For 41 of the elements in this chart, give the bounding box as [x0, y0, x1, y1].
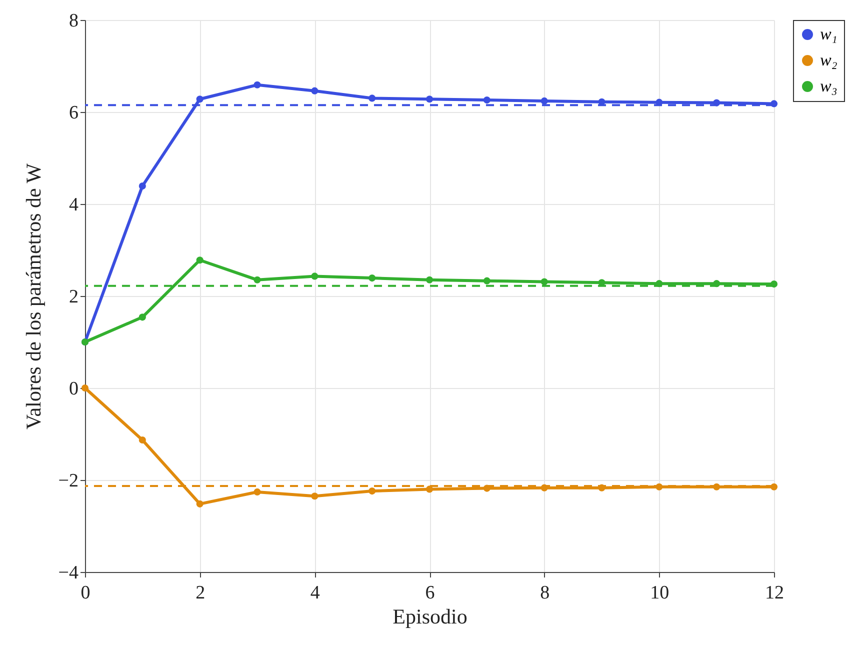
y-tick-label: −2 [58, 470, 78, 492]
y-axis-title: Valores de los parámetros de W [21, 163, 46, 430]
point [368, 94, 376, 102]
point [311, 492, 318, 500]
point [483, 277, 490, 284]
x-tick-label: 4 [310, 582, 320, 604]
x-tick-label: 8 [540, 582, 550, 604]
point [196, 256, 204, 264]
point [311, 272, 318, 280]
point [540, 278, 548, 286]
point [196, 96, 204, 103]
y-tick-label: −4 [58, 562, 79, 584]
point [426, 276, 434, 284]
point [138, 436, 146, 444]
point [426, 96, 434, 103]
y-tick-label: 0 [69, 378, 78, 400]
point [311, 87, 318, 94]
point [254, 488, 261, 496]
point [540, 97, 548, 104]
x-axis-title: Episodio [392, 604, 468, 628]
point [368, 488, 376, 495]
point [368, 274, 376, 282]
legend-label: w₁ [820, 24, 838, 44]
x-tick-label: 6 [425, 582, 435, 604]
point [138, 314, 146, 321]
point [426, 486, 434, 493]
point [138, 182, 146, 190]
y-tick-label: 2 [69, 286, 78, 308]
point [254, 81, 261, 88]
x-tick-label: 2 [196, 582, 206, 604]
point [196, 500, 204, 508]
point [81, 384, 89, 392]
y-tick-label: 4 [69, 194, 79, 216]
y-tick-label: 6 [69, 102, 78, 124]
point [483, 96, 490, 104]
x-tick-label: 12 [765, 582, 784, 604]
x-tick-label: 10 [650, 582, 670, 604]
y-tick-label: 8 [69, 10, 78, 32]
point [254, 276, 261, 284]
legend-label: w₃ [820, 76, 838, 96]
legend-label: w₂ [820, 50, 838, 70]
